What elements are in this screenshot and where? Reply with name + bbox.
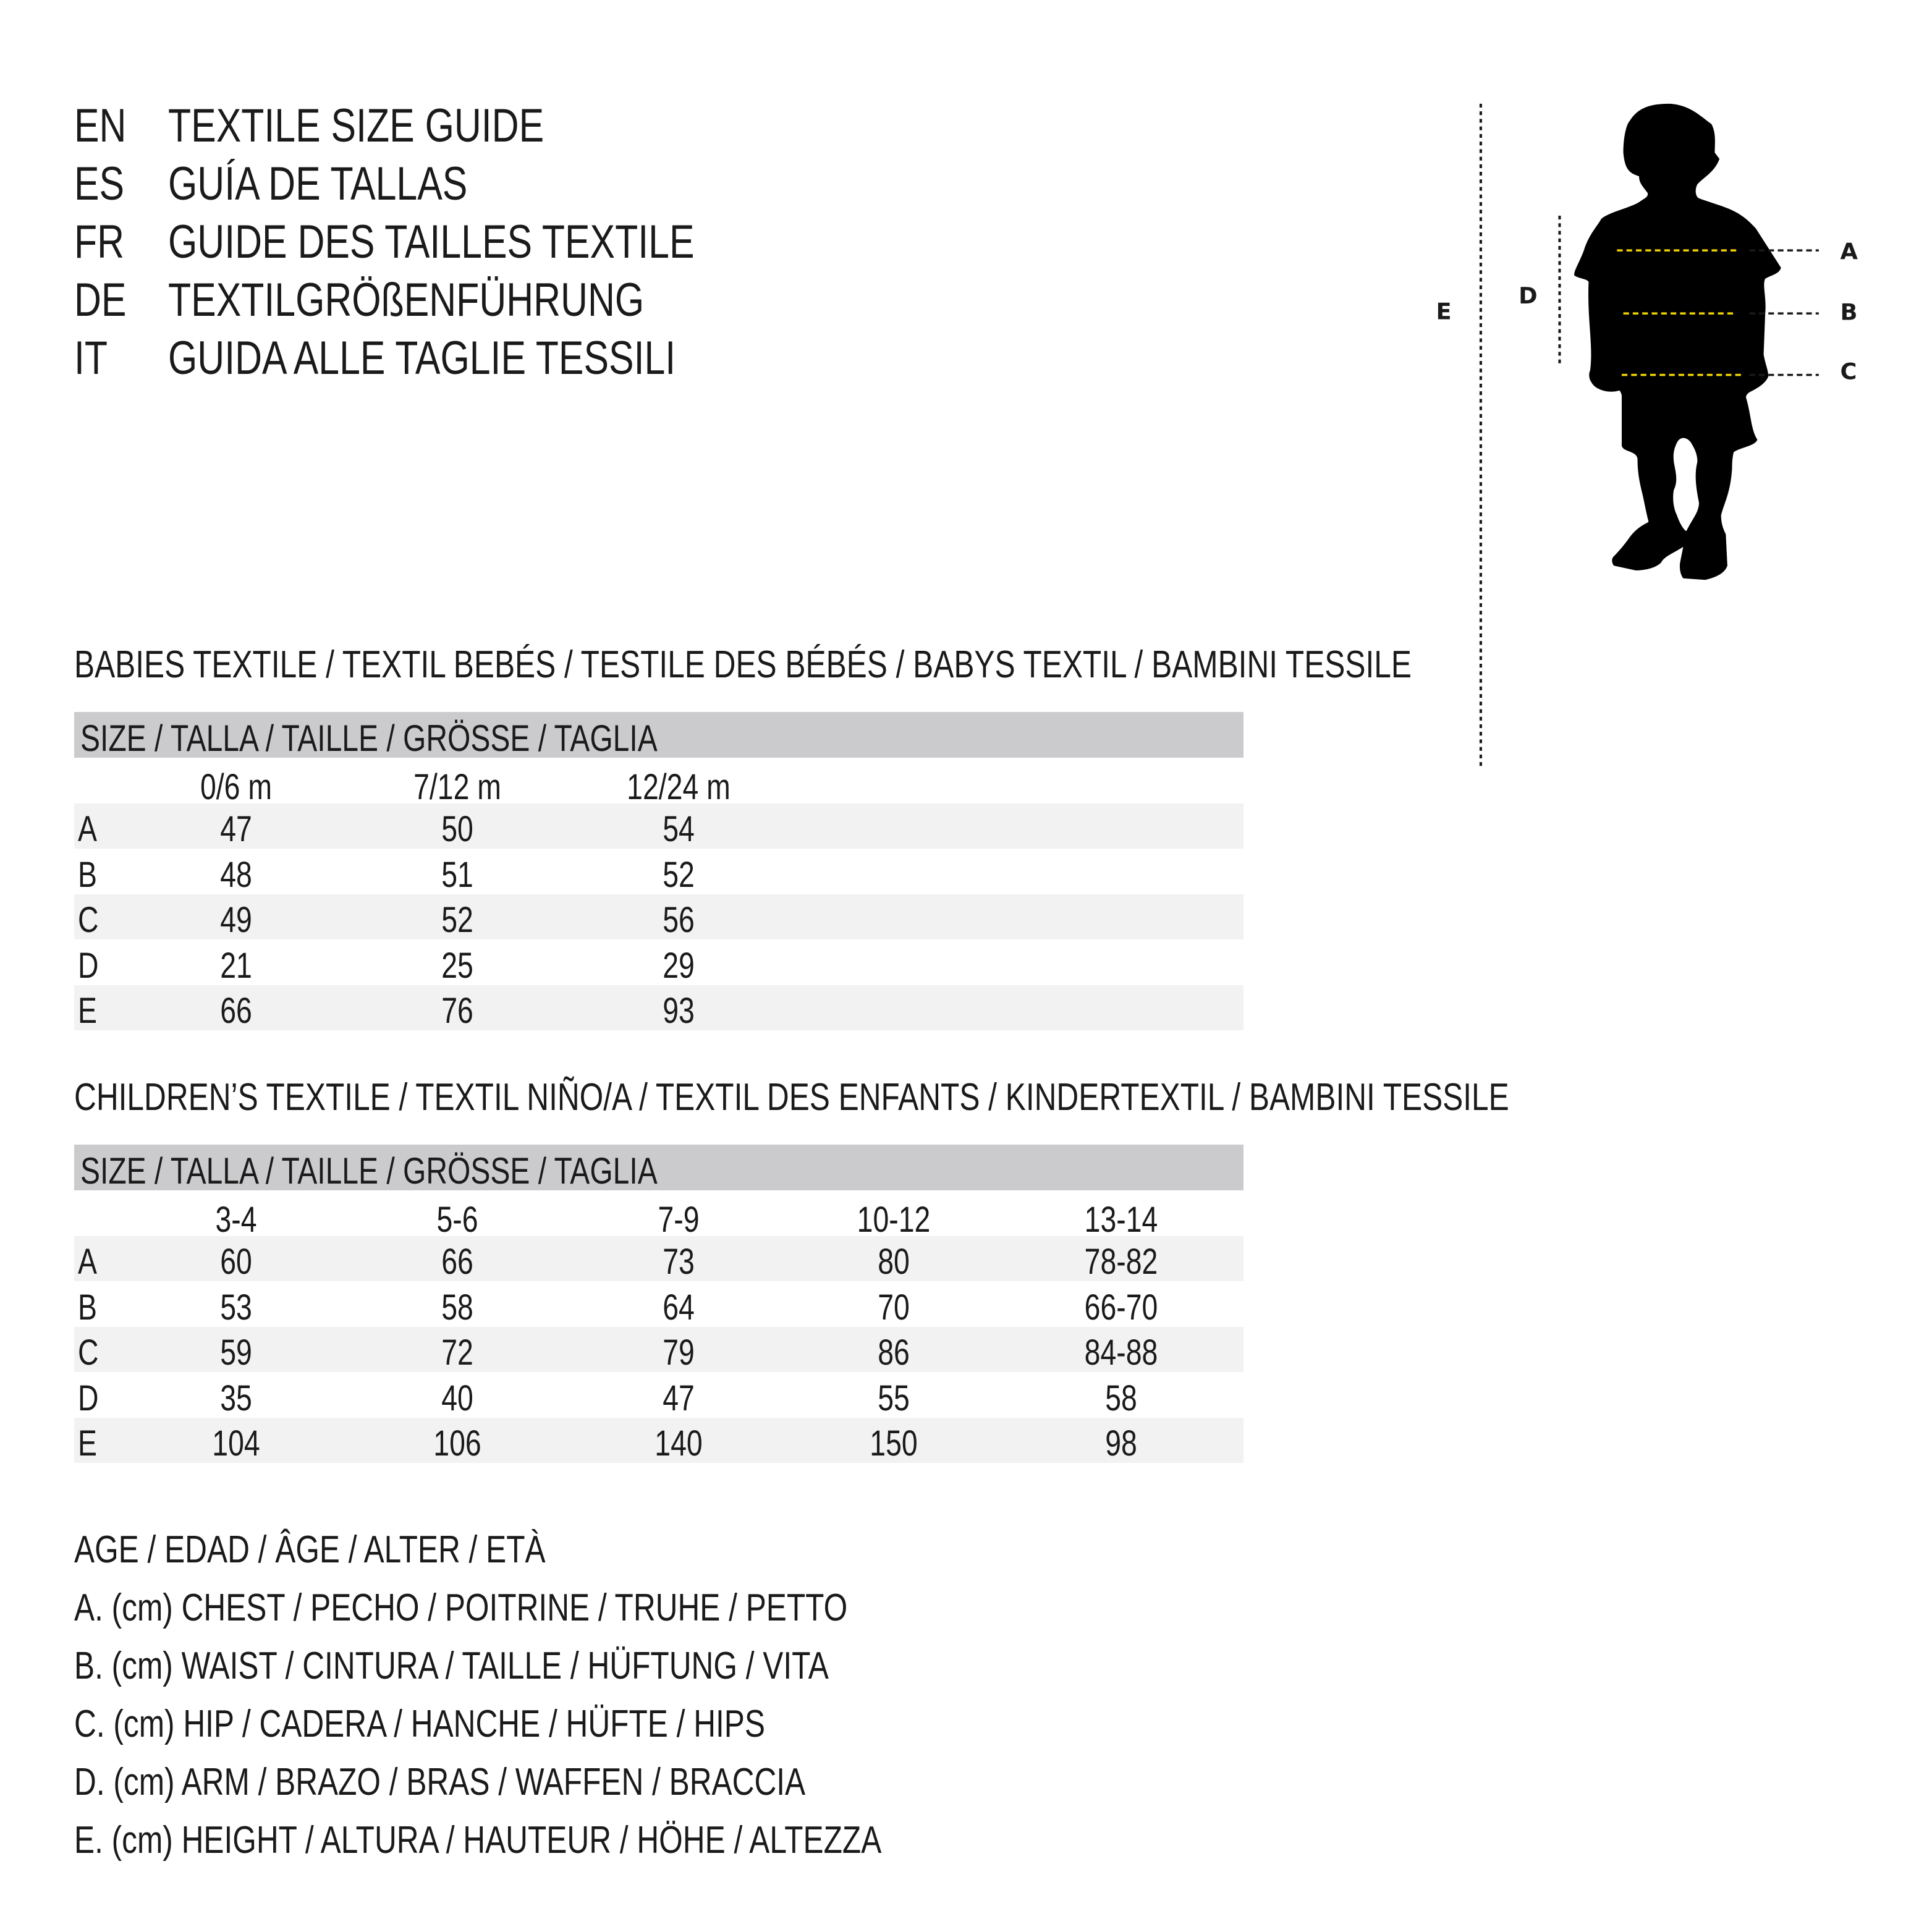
column-header: 13-14 — [1084, 1200, 1158, 1240]
size-label: SIZE / TALLA / TAILLE / GRÖSSE / TAGLIA — [80, 1150, 658, 1192]
table-cell: 80 — [878, 1242, 910, 1282]
table-cell: 54 — [663, 809, 695, 849]
row-label: D — [78, 1378, 99, 1418]
table-row: C 59 72 79 86 84-88 — [74, 1327, 1244, 1373]
row-label: E — [78, 1423, 97, 1464]
table-cell: 49 — [220, 900, 252, 940]
table-cell: 86 — [878, 1332, 910, 1373]
child-measurement-figure: A B C D E — [1436, 103, 1858, 768]
size-label: SIZE / TALLA / TAILLE / GRÖSSE / TAGLIA — [80, 718, 658, 759]
table-cell: 76 — [441, 991, 473, 1031]
title-en: TEXTILE SIZE GUIDE — [168, 100, 544, 152]
row-label: C — [78, 1332, 99, 1373]
table-cell: 64 — [663, 1287, 695, 1328]
table-cell: 29 — [663, 945, 695, 986]
lang-code-fr: FR — [74, 216, 125, 268]
row-label: D — [78, 945, 99, 986]
table-cell: 58 — [441, 1287, 473, 1328]
table-cell: 70 — [878, 1287, 910, 1328]
column-header: 0/6 m — [200, 767, 273, 807]
column-header-row: 3-4 5-6 7-9 10-12 13-14 — [74, 1194, 1244, 1240]
lang-code-en: EN — [74, 100, 127, 152]
table-row: A 47 50 54 — [74, 803, 1244, 849]
table-cell: 48 — [220, 854, 252, 895]
table-cell: 79 — [663, 1332, 695, 1373]
table-cell: 47 — [220, 809, 252, 849]
table-cell: 66-70 — [1084, 1287, 1158, 1328]
lang-code-es: ES — [74, 158, 125, 210]
children-heading: CHILDREN’S TEXTILE / TEXTIL NIÑO/A / TEX… — [74, 1076, 1509, 1119]
table-cell: 55 — [878, 1378, 910, 1418]
legend-age: AGE / EDAD / ÂGE / ALTER / ETÀ — [74, 1528, 546, 1571]
table-cell: 72 — [441, 1332, 473, 1373]
table-cell: 59 — [220, 1332, 252, 1373]
row-label: E — [78, 991, 97, 1031]
column-header: 7/12 m — [413, 767, 501, 807]
table-cell: 58 — [1105, 1378, 1137, 1418]
babies-heading: BABIES TEXTILE / TEXTIL BEBÉS / TESTILE … — [74, 643, 1412, 686]
label-a: A — [1841, 238, 1858, 265]
table-cell: 66 — [441, 1242, 473, 1282]
legend-hip: C. (cm) HIP / CADERA / HANCHE / HÜFTE / … — [74, 1703, 765, 1745]
label-d: D — [1519, 282, 1537, 309]
table-cell: 98 — [1105, 1423, 1137, 1464]
table-row: C 49 52 56 — [74, 894, 1244, 940]
table-cell: 60 — [220, 1242, 252, 1282]
title-fr: GUIDE DES TAILLES TEXTILE — [168, 216, 695, 268]
table-cell: 73 — [663, 1242, 695, 1282]
column-header-row: 0/6 m 7/12 m 12/24 m — [74, 761, 1244, 807]
table-row: D 35 40 47 55 58 — [74, 1373, 1244, 1418]
label-c: C — [1841, 358, 1857, 384]
table-row: E 104 106 140 150 98 — [74, 1418, 1244, 1464]
table-cell: 52 — [441, 900, 473, 940]
table-cell: 66 — [220, 991, 252, 1031]
table-cell: 56 — [663, 900, 695, 940]
table-cell: 84-88 — [1084, 1332, 1158, 1373]
column-header: 7-9 — [658, 1200, 700, 1240]
table-cell: 50 — [441, 809, 473, 849]
row-label: A — [78, 1242, 97, 1282]
row-label: B — [78, 1287, 97, 1328]
legend-height: E. (cm) HEIGHT / ALTURA / HAUTEUR / HÖHE… — [74, 1819, 882, 1862]
table-cell: 21 — [220, 945, 252, 986]
lang-code-it: IT — [74, 332, 108, 384]
child-silhouette-icon — [1574, 103, 1781, 580]
row-label: A — [78, 809, 97, 849]
table-cell: 51 — [441, 854, 473, 895]
table-cell: 40 — [441, 1378, 473, 1418]
table-row: E 66 76 93 — [74, 985, 1244, 1031]
row-label: C — [78, 900, 99, 940]
table-cell: 140 — [655, 1423, 703, 1464]
legend-arm: D. (cm) ARM / BRAZO / BRAS / WAFFEN / BR… — [74, 1761, 806, 1803]
label-e: E — [1436, 298, 1451, 324]
table-row: D 21 25 29 — [74, 940, 1244, 986]
table-cell: 53 — [220, 1287, 252, 1328]
table-row: B 53 58 64 70 66-70 — [74, 1282, 1244, 1328]
table-cell: 47 — [663, 1378, 695, 1418]
table-cell: 104 — [212, 1423, 260, 1464]
column-header: 10-12 — [857, 1200, 931, 1240]
table-cell: 25 — [441, 945, 473, 986]
table-cell: 78-82 — [1084, 1242, 1158, 1282]
size-header-bar: SIZE / TALLA / TAILLE / GRÖSSE / TAGLIA — [74, 1145, 1244, 1192]
table-cell: 35 — [220, 1378, 252, 1418]
size-header-bar: SIZE / TALLA / TAILLE / GRÖSSE / TAGLIA — [74, 712, 1244, 759]
table-cell: 106 — [433, 1423, 481, 1464]
title-it: GUIDA ALLE TAGLIE TESSILI — [168, 332, 676, 384]
column-header: 5-6 — [436, 1200, 478, 1240]
table-row: A 60 66 73 80 78-82 — [74, 1236, 1244, 1282]
row-label: B — [78, 854, 97, 895]
legend-waist: B. (cm) WAIST / CINTURA / TAILLE / HÜFTU… — [74, 1645, 829, 1687]
title-es: GUÍA DE TALLAS — [168, 158, 468, 210]
lang-code-de: DE — [74, 274, 127, 326]
legend-chest: A. (cm) CHEST / PECHO / POITRINE / TRUHE… — [74, 1587, 848, 1629]
table-row: B 48 51 52 — [74, 849, 1244, 895]
title-de: TEXTILGRÖßENFÜHRUNG — [168, 274, 645, 326]
table-cell: 150 — [870, 1423, 918, 1464]
column-header: 3-4 — [215, 1200, 257, 1240]
label-b: B — [1841, 299, 1858, 325]
column-header: 12/24 m — [627, 767, 731, 807]
table-cell: 93 — [663, 991, 695, 1031]
table-cell: 52 — [663, 854, 695, 895]
